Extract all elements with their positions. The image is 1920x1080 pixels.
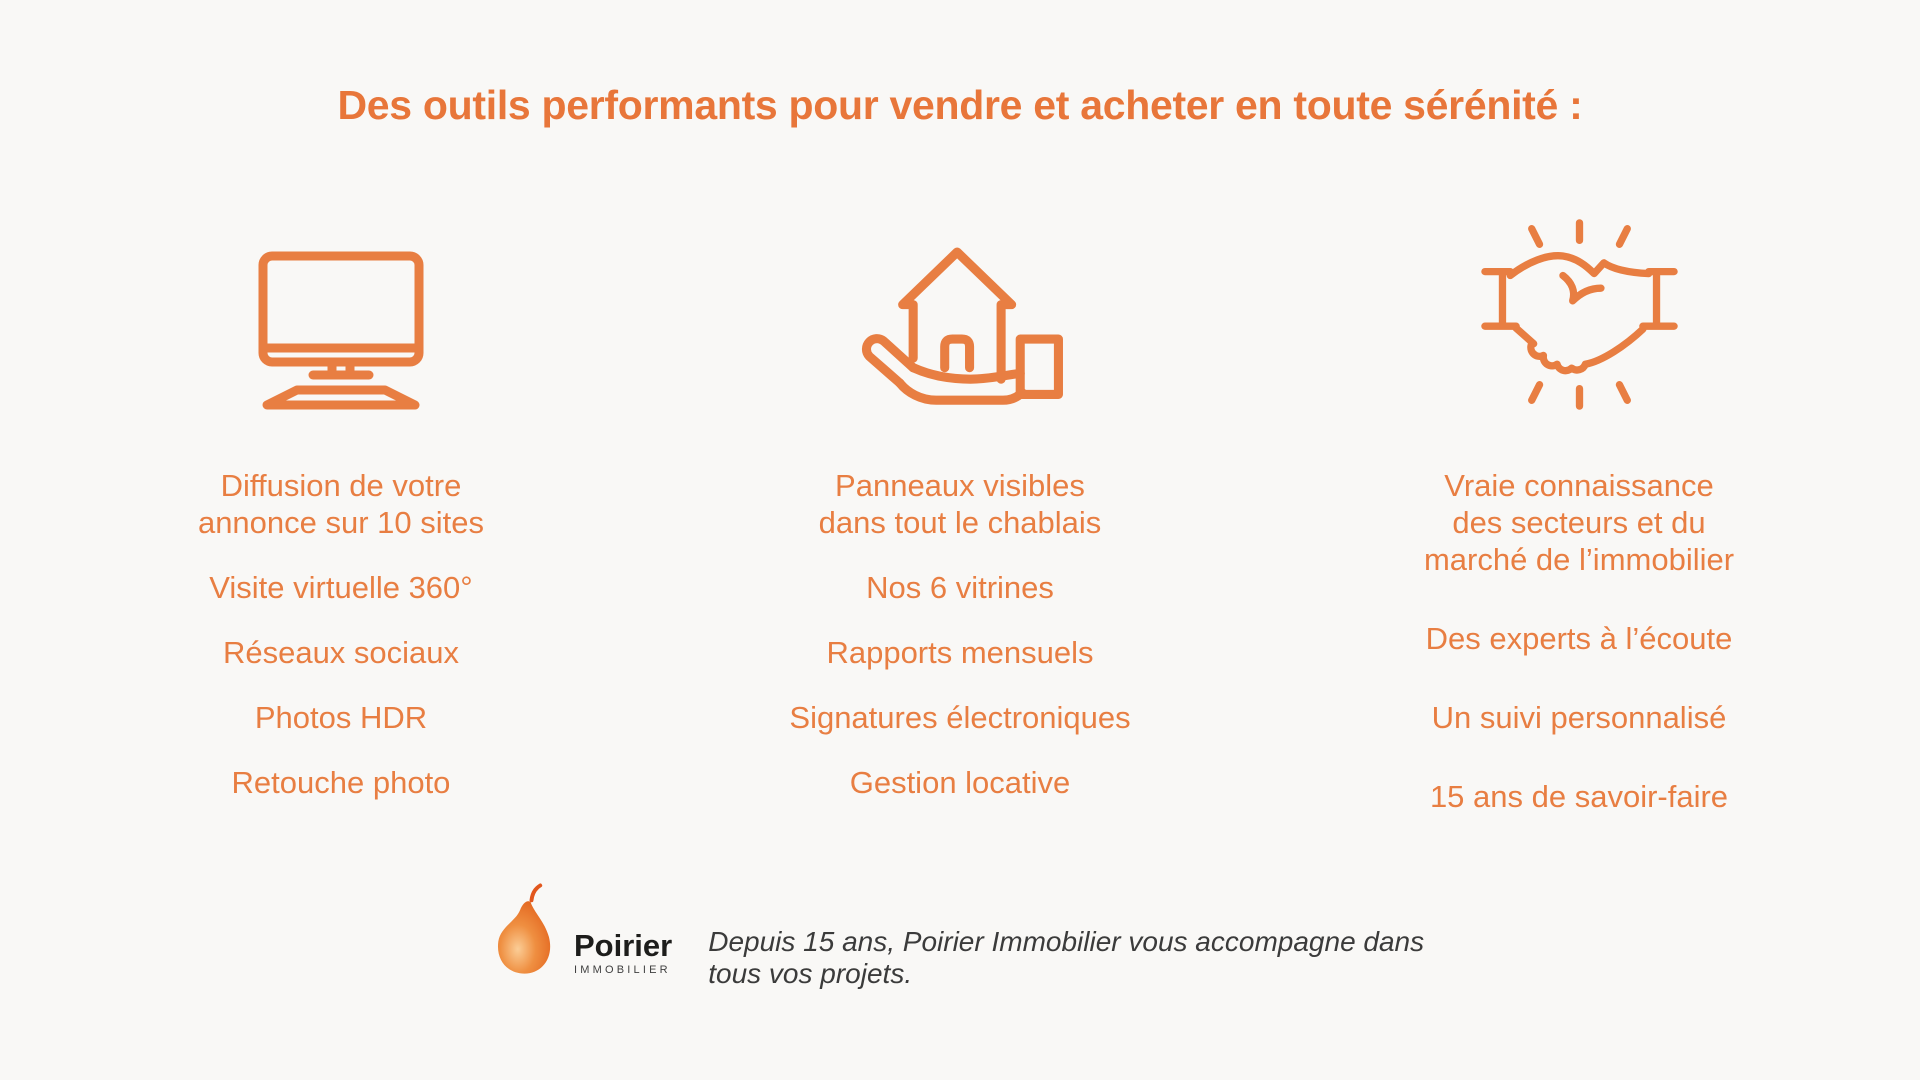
feature-item: Vraie connaissance des secteurs et du ma… (1423, 468, 1735, 577)
feature-item: Signatures électroniques (789, 700, 1131, 735)
icon-box (1477, 180, 1682, 412)
feature-item: Photos HDR (254, 700, 428, 735)
footer: Poirier IMMOBILIER Depuis 15 ans, Poirie… (480, 880, 1440, 1000)
feature-list: Panneaux visibles dans tout le chablais … (789, 467, 1130, 801)
icon-box (852, 180, 1068, 412)
feature-item: Réseaux sociaux (222, 635, 460, 670)
feature-columns: Diffusion de votre annonce sur 10 sites … (0, 180, 1920, 815)
poirier-logo: Poirier IMMOBILIER (480, 881, 672, 1000)
pear-logo-icon (497, 883, 551, 974)
logo-subtitle: IMMOBILIER (574, 963, 671, 976)
feature-item: Panneaux visibles dans tout le chablais (818, 468, 1102, 540)
house-in-hand-icon (861, 247, 1063, 405)
feature-item: Un suivi personnalisé (1431, 700, 1727, 735)
page-title: Des outils performants pour vendre et ac… (337, 82, 1583, 128)
handshake-icon (1480, 219, 1678, 410)
feature-item: 15 ans de savoir-faire (1429, 779, 1729, 814)
feature-list: Diffusion de votre annonce sur 10 sites … (198, 467, 484, 801)
icon-box (241, 180, 441, 412)
footer-slogan: Depuis 15 ans, Poirier Immobilier vous a… (708, 926, 1425, 989)
column-diffusion: Diffusion de votre annonce sur 10 sites … (91, 180, 591, 815)
feature-item: Rapports mensuels (826, 635, 1094, 670)
feature-list: Vraie connaissance des secteurs et du ma… (1424, 467, 1734, 815)
feature-item: Visite virtuelle 360° (209, 570, 473, 605)
logo-name: Poirier (574, 927, 673, 963)
logo-text: Poirier IMMOBILIER (574, 927, 673, 976)
feature-item: Des experts à l’écoute (1425, 621, 1733, 656)
column-connaissance: Vraie connaissance des secteurs et du ma… (1329, 180, 1829, 815)
column-panneaux: Panneaux visibles dans tout le chablais … (710, 180, 1210, 815)
feature-item: Gestion locative (849, 765, 1071, 800)
feature-item: Nos 6 vitrines (866, 570, 1054, 605)
feature-item: Retouche photo (231, 765, 451, 800)
feature-item: Diffusion de votre annonce sur 10 sites (197, 468, 485, 540)
computer-icon (258, 251, 424, 410)
